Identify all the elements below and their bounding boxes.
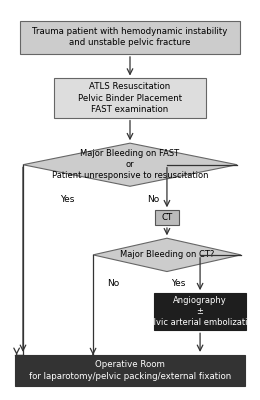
FancyBboxPatch shape: [15, 355, 245, 386]
Text: Operative Room
for laparotomy/pelvic packing/external fixation: Operative Room for laparotomy/pelvic pac…: [29, 360, 231, 380]
Text: Major Bleeding on FAST
or
Patient unresponsive to resuscitation: Major Bleeding on FAST or Patient unresp…: [52, 149, 208, 180]
Text: CT: CT: [161, 213, 173, 222]
Text: Yes: Yes: [171, 279, 186, 288]
Text: ATLS Resuscitation
Pelvic Binder Placement
FAST examination: ATLS Resuscitation Pelvic Binder Placeme…: [78, 82, 182, 114]
Text: Yes: Yes: [60, 196, 75, 204]
FancyBboxPatch shape: [21, 21, 239, 54]
Polygon shape: [23, 143, 237, 186]
FancyBboxPatch shape: [154, 293, 246, 330]
Text: Major Bleeding on CT?: Major Bleeding on CT?: [120, 250, 214, 259]
Text: No: No: [147, 196, 159, 204]
Text: No: No: [107, 279, 120, 288]
Text: Trauma patient with hemodynamic instability
and unstable pelvic fracture: Trauma patient with hemodynamic instabil…: [32, 27, 228, 47]
Text: Angiography
±
pelvic arterial embolization: Angiography ± pelvic arterial embolizati…: [142, 296, 258, 327]
Polygon shape: [93, 238, 241, 272]
FancyBboxPatch shape: [155, 210, 179, 225]
FancyBboxPatch shape: [54, 78, 206, 118]
